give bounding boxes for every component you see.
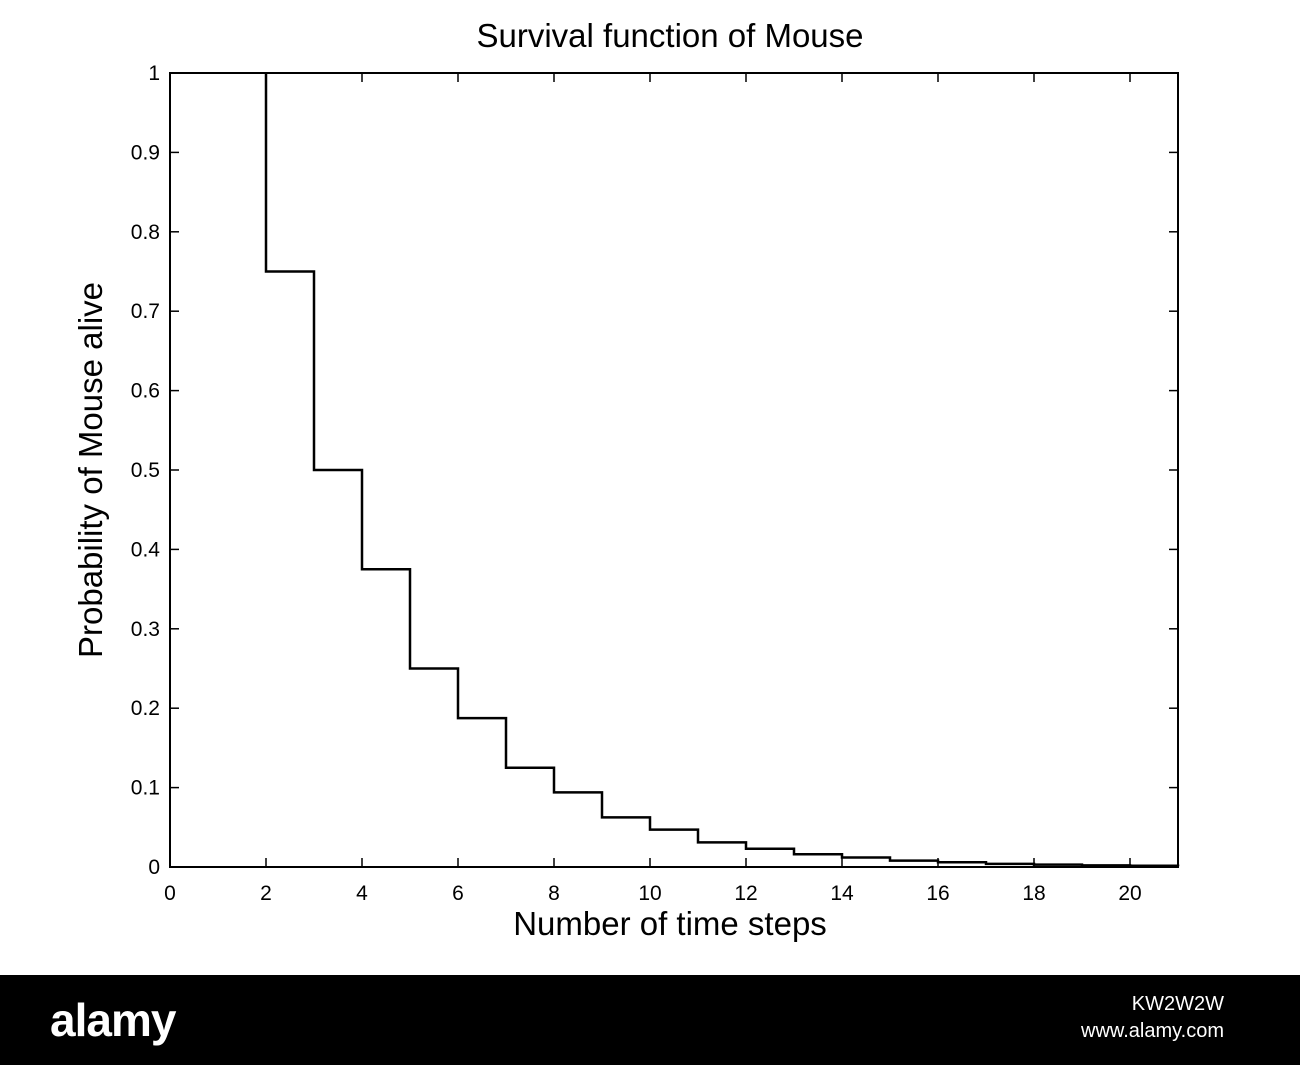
watermark-bar: alamy KW2W2W www.alamy.com xyxy=(0,975,1300,1065)
y-axis-title: Probability of Mouse alive xyxy=(72,282,109,658)
x-axis-tick-labels: 0 2 4 6 8 10 12 14 16 18 20 xyxy=(164,882,1142,905)
y-tick-label: 0.5 xyxy=(131,459,160,482)
y-tick-label: 1 xyxy=(148,62,160,85)
survival-step-line xyxy=(264,73,1180,868)
x-tick-label: 12 xyxy=(734,882,757,905)
y-tick-label: 0.9 xyxy=(131,141,160,164)
y-axis-ticks xyxy=(170,72,1178,868)
image-id: KW2W2W xyxy=(1131,993,1224,1015)
y-tick-label: 0.2 xyxy=(131,697,160,720)
alamy-logo: alamy xyxy=(50,994,176,1046)
website-url: www.alamy.com xyxy=(1081,1020,1224,1042)
y-tick-label: 0.8 xyxy=(131,221,160,244)
y-tick-label: 0.6 xyxy=(131,380,160,403)
chart-figure: Survival function of Mouse 0 2 4 6 8 10 12 14 16… xyxy=(72,17,1180,942)
x-tick-label: 16 xyxy=(926,882,949,905)
x-tick-label: 8 xyxy=(548,882,560,905)
x-tick-label: 0 xyxy=(164,882,176,905)
y-axis-tick-labels: 0 0.1 0.2 0.3 0.4 0.5 0.6 0.7 0.8 0.9 1 xyxy=(131,62,161,879)
y-tick-label: 0.3 xyxy=(131,618,160,641)
y-tick-label: 0.4 xyxy=(131,538,161,561)
x-tick-label: 4 xyxy=(356,882,368,905)
chart-title: Survival function of Mouse xyxy=(476,17,863,54)
x-tick-label: 20 xyxy=(1118,882,1141,905)
y-tick-label: 0.1 xyxy=(131,777,160,800)
x-tick-label: 14 xyxy=(830,882,854,905)
y-tick-label: 0 xyxy=(148,856,160,879)
series-layer xyxy=(264,73,1180,868)
y-tick-label: 0.7 xyxy=(131,300,160,323)
x-tick-label: 6 xyxy=(452,882,464,905)
x-tick-label: 2 xyxy=(260,882,272,905)
x-tick-label: 10 xyxy=(638,882,661,905)
x-axis-title: Number of time steps xyxy=(513,905,827,942)
x-tick-label: 18 xyxy=(1022,882,1045,905)
